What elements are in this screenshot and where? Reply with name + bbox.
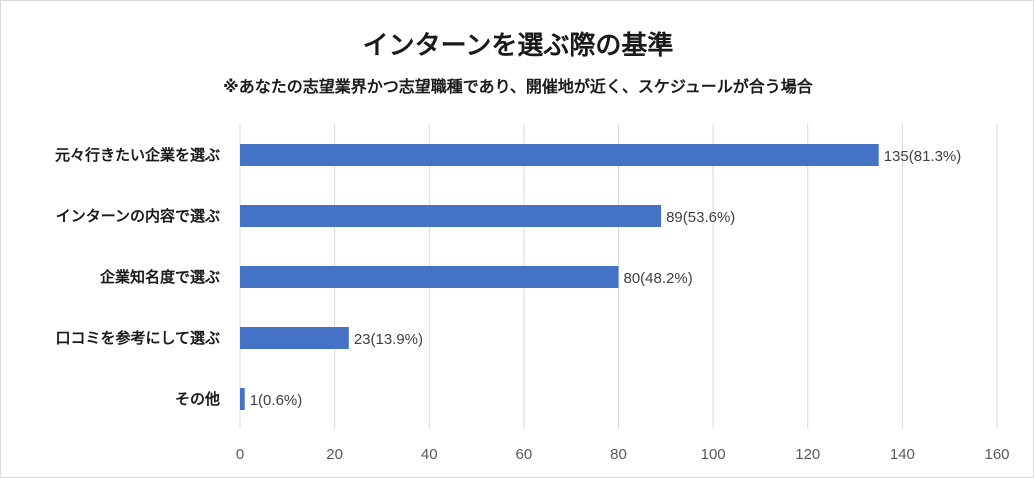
data-label: 80(48.2%) bbox=[624, 270, 693, 287]
data-label: 23(13.9%) bbox=[354, 331, 423, 348]
data-label: 89(53.6%) bbox=[666, 209, 735, 226]
bar bbox=[240, 144, 879, 166]
bar bbox=[240, 205, 662, 227]
bar bbox=[240, 266, 619, 288]
x-tick-label: 0 bbox=[236, 446, 244, 463]
x-tick-label: 60 bbox=[516, 446, 533, 463]
chart-title: インターンを選ぶ際の基準 bbox=[362, 31, 674, 61]
category-label: その他 bbox=[175, 390, 220, 408]
x-tick-label: 100 bbox=[701, 446, 726, 463]
data-label: 1(0.6%) bbox=[250, 392, 303, 409]
x-tick-label: 140 bbox=[890, 446, 915, 463]
x-tick-label: 120 bbox=[795, 446, 820, 463]
data-label: 135(81.3%) bbox=[884, 148, 962, 165]
x-tick-label: 80 bbox=[610, 446, 627, 463]
category-label: 口コミを参考にして選ぶ bbox=[55, 329, 220, 347]
x-tick-label: 160 bbox=[984, 446, 1009, 463]
category-label: インターンの内容で選ぶ bbox=[56, 207, 220, 225]
x-tick-label: 40 bbox=[421, 446, 438, 463]
bar bbox=[240, 327, 349, 349]
x-tick-label: 20 bbox=[326, 446, 343, 463]
bar bbox=[240, 388, 245, 410]
category-label: 元々行きたい企業を選ぶ bbox=[55, 146, 220, 164]
chart-subtitle: ※あなたの志望業界かつ志望職種であり、開催地が近く、スケジュールが合う場合 bbox=[223, 77, 813, 96]
category-label: 企業知名度で選ぶ bbox=[99, 268, 220, 286]
